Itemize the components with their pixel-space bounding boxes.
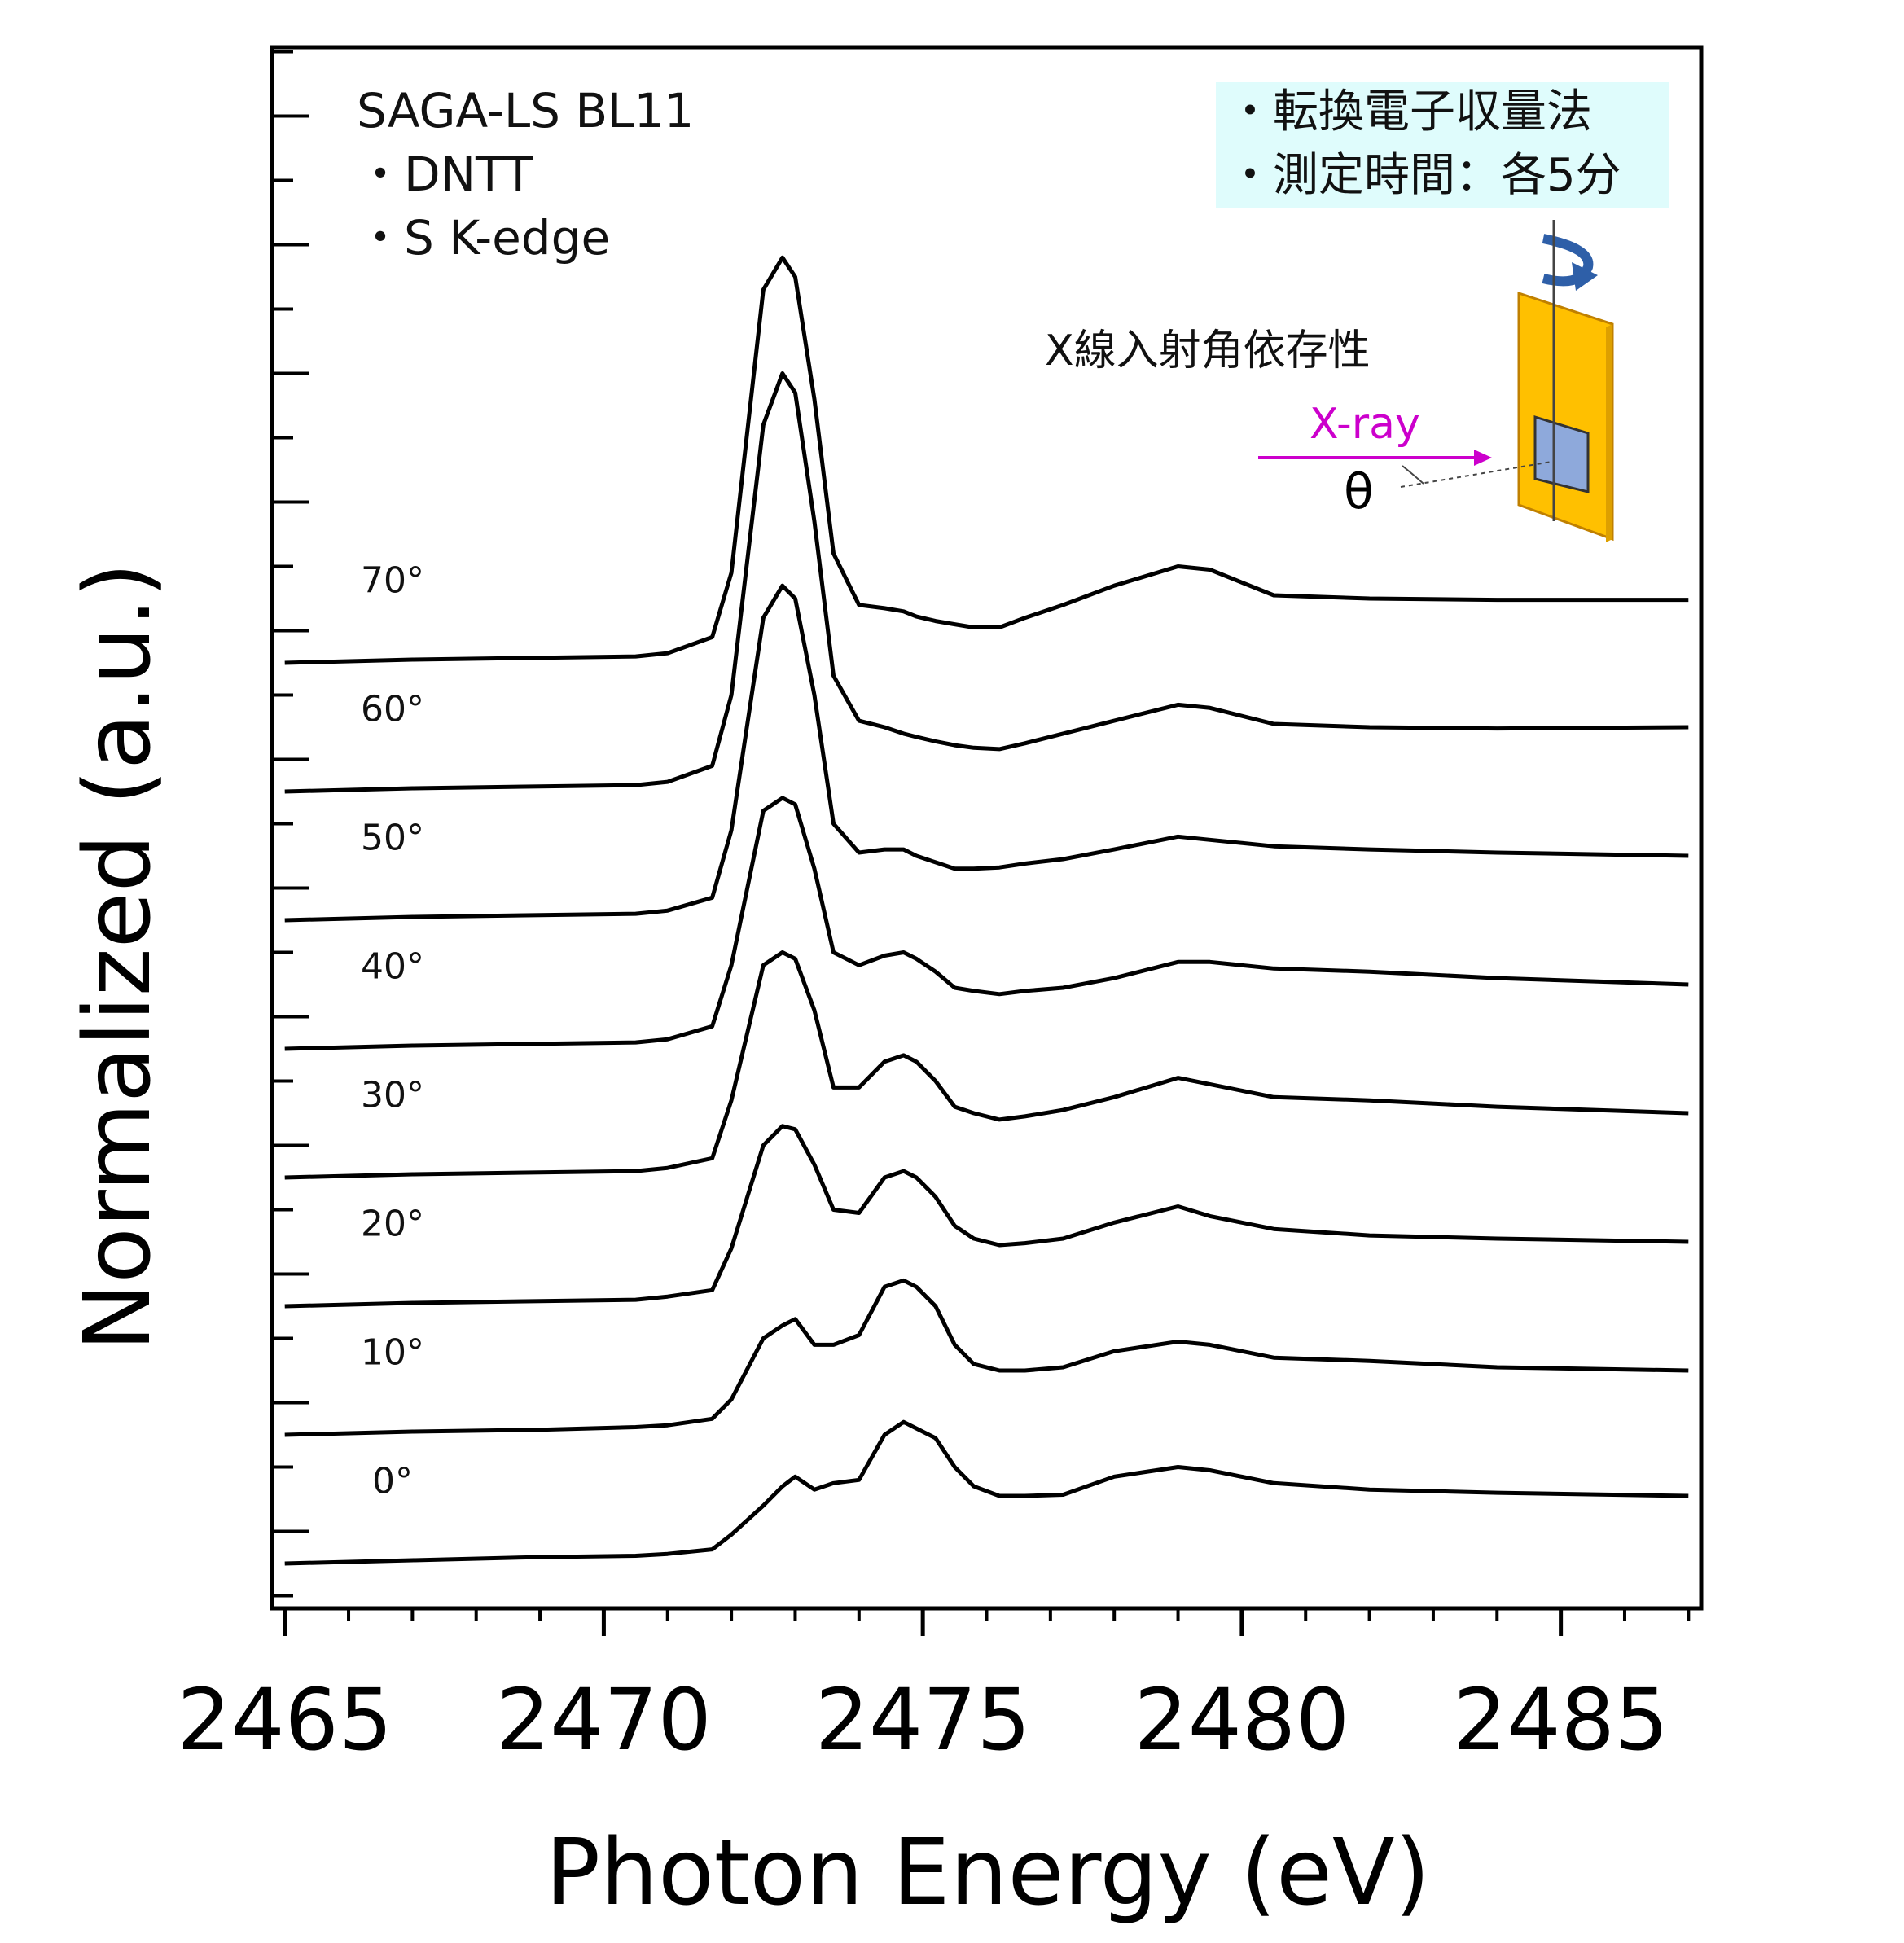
spectra-lines [284, 255, 1689, 1566]
x-axis-tick-labels: 2465 2470 2475 2480 2485 [177, 1670, 1669, 1770]
angle-label-70deg: 70° [361, 559, 424, 601]
substrate-edge [1606, 324, 1612, 542]
spectrum-line-20deg [284, 1124, 1689, 1309]
sample-geometry-diagram: X-ray θ [1258, 220, 1614, 542]
angle-label-10deg: 10° [361, 1331, 424, 1373]
x-tick-label: 2470 [496, 1670, 712, 1770]
x-axis-title: Photon Energy (eV) [546, 1820, 1431, 1926]
spectrum-line-10deg [284, 1278, 1689, 1437]
angle-label-30deg: 30° [361, 1074, 424, 1116]
xray-label: X-ray [1310, 400, 1420, 449]
spectrum-line-50deg [284, 583, 1689, 923]
method-label: ・転換電子収量法 [1227, 86, 1592, 138]
angle-dependence-label: X線入射角依存性 [1045, 327, 1371, 375]
edge-label: ・S K-edge [357, 210, 610, 265]
y-axis-title: Normalized (a.u.) [65, 563, 171, 1352]
x-axis-ticks [283, 1608, 1691, 1636]
rotation-arrowhead-icon [1572, 262, 1598, 291]
xray-arrowhead-icon [1474, 450, 1492, 466]
x-tick-label: 2485 [1453, 1670, 1669, 1770]
angle-label-20deg: 20° [361, 1203, 424, 1244]
angle-label-50deg: 50° [361, 817, 424, 858]
sample-label: ・DNTT [357, 147, 533, 202]
angle-label-40deg: 40° [361, 945, 424, 987]
y-axis-ticks [272, 50, 309, 1598]
method-info-box [1216, 82, 1669, 208]
angle-label-60deg: 60° [361, 688, 424, 730]
spectrum-line-0deg [284, 1419, 1689, 1566]
spectrum-line-60deg [284, 371, 1689, 794]
angle-labels: 0° 10° 20° 30° 40° 50° 60° 70° [361, 559, 424, 1502]
beamline-label: SAGA-LS BL11 [357, 83, 694, 138]
theta-arc [1402, 465, 1424, 485]
x-tick-label: 2475 [815, 1670, 1031, 1770]
rotation-arrow-icon [1542, 234, 1594, 287]
theta-label: θ [1344, 463, 1374, 520]
x-tick-label: 2465 [177, 1670, 393, 1770]
substrate-front [1517, 291, 1614, 542]
spectrum-line-30deg [284, 950, 1689, 1180]
surface-normal-line [1400, 461, 1552, 488]
time-label: ・測定時間：各5分 [1227, 149, 1621, 202]
plot-frame [270, 45, 1704, 1611]
spectrum-line-70deg [284, 255, 1689, 665]
spectrum-line-40deg [284, 796, 1689, 1051]
angle-label-0deg: 0° [372, 1460, 413, 1502]
sample-film [1533, 414, 1590, 493]
x-tick-label: 2480 [1134, 1670, 1350, 1770]
